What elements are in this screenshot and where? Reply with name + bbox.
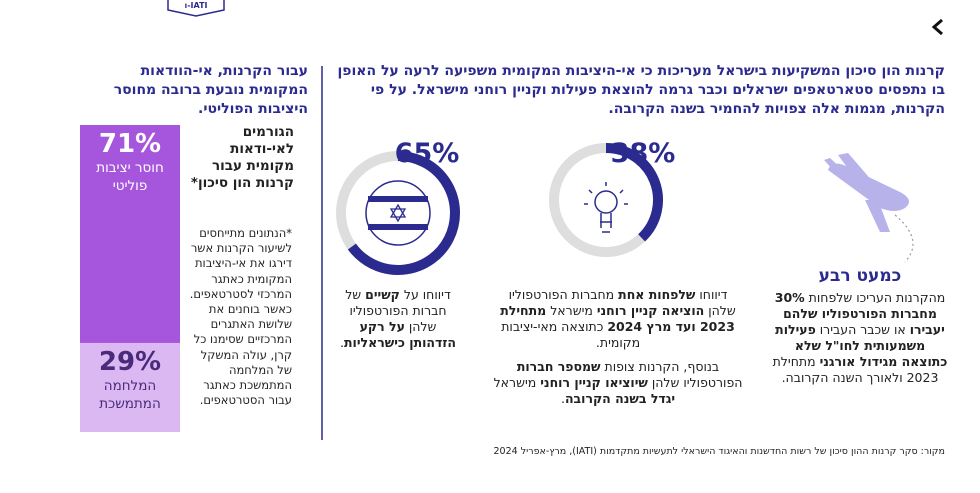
segment-value: 71%	[98, 129, 162, 159]
text-segment: מישראל	[546, 303, 597, 318]
text-segment: על רקע הזדהותן כישראליות	[344, 319, 456, 350]
text-segment: שמספר חברות	[516, 359, 601, 374]
text-segment: מתחילת 2023 ולאורך השנה הקרובה.	[772, 354, 939, 385]
header-title: קרנות הון סיכון המשקיעות בישראל מעריכות …	[337, 63, 945, 117]
factors-title: הגורמים לאי-ודאות מקומית עבור קרנות הון …	[190, 124, 294, 191]
text-segment: דיווחו על	[399, 287, 451, 302]
text-segment: מהקרנות העריכו שלפחות	[804, 290, 946, 305]
marks	[80, 125, 663, 432]
israel-flag	[365, 180, 431, 246]
headline: כמעט רבע	[818, 266, 902, 286]
stat-label: 38%	[610, 138, 676, 169]
text-segment: של חברות הפורטפוליו שלהן	[345, 287, 447, 334]
column-text: דיווחו שלפחות אחת מחברות הפורטפוליו שלהן…	[493, 287, 743, 415]
text-segment: קשיים	[365, 287, 400, 302]
plane-icon	[824, 153, 909, 232]
bulb-icon	[584, 182, 628, 233]
factors-note: *הנתונים מתייחסים לשיעור הקרנות אשר דירג…	[189, 226, 292, 408]
column-text: דיווחו על קשיים של חברות הפורטפוליו שלהן…	[336, 287, 460, 359]
bar-segment	[80, 342, 180, 432]
text-segment: בנוסף, הקרנות צופות	[600, 359, 720, 374]
text-segment: מתחילת 2023 ועד מרץ 2024	[500, 303, 735, 334]
bar-segment	[80, 125, 180, 343]
segment-name: חוסר יציבות פוליטי	[96, 160, 164, 194]
badge-shape	[167, 0, 225, 17]
paragraph: דיווחו שלפחות אחת מחברות הפורטפוליו שלהן…	[493, 287, 743, 351]
badge: IATI-ו	[184, 1, 208, 10]
text-segment: שלפחות אחת	[618, 287, 696, 302]
back-arrow[interactable]	[931, 18, 943, 36]
stat-label: 65%	[394, 138, 460, 169]
paragraph: דיווחו על קשיים של חברות הפורטפוליו שלהן…	[336, 287, 460, 351]
flight-path	[894, 214, 914, 263]
paragraph: בנוסף, הקרנות צופות שמספר חברות הפורטפול…	[493, 359, 743, 407]
paragraph: מהקרנות העריכו שלפחות 30% מחברות הפורטפו…	[772, 290, 948, 386]
text-segment: מישראל	[493, 375, 541, 390]
donut-arc	[347, 151, 460, 275]
source: מקור: סקר קרנות ההון סיכון של רשות החדשנ…	[493, 446, 945, 457]
text-segment: דיווחו	[695, 287, 728, 302]
text-segment: 30% מחברות הפורטפוליו שלהם יעבירו	[774, 290, 945, 337]
text-segment: מחברות הפורטפוליו שלהן	[508, 287, 736, 318]
text-segment: שיוציאו קניין רוחני	[540, 375, 648, 390]
side-title: עבור הקרנות, אי-הוודאות המקומית נובעת בר…	[113, 63, 308, 117]
text-segment: הפורטפוליו שלהן	[647, 375, 743, 390]
text-segment: פעילות משמעותית לחו"ל שלא כתוצאה מגידול …	[775, 322, 948, 369]
text-segment: הוציאה קניין רוחני	[596, 303, 705, 318]
text-segment: יגדל בשנה הקרובה	[564, 391, 676, 406]
column-text: מהקרנות העריכו שלפחות 30% מחברות הפורטפו…	[772, 290, 948, 394]
text-segment: .	[340, 335, 345, 350]
segment-value: 29%	[98, 346, 162, 377]
segment-name: המלחמה המתמשכת	[99, 377, 161, 412]
text-segment: או שכבר העבירו	[815, 322, 910, 337]
donut-arc	[605, 143, 663, 242]
text-segment: כתוצאה מאי-יציבות מקומית.	[501, 319, 641, 350]
text-segment: .	[560, 391, 565, 406]
